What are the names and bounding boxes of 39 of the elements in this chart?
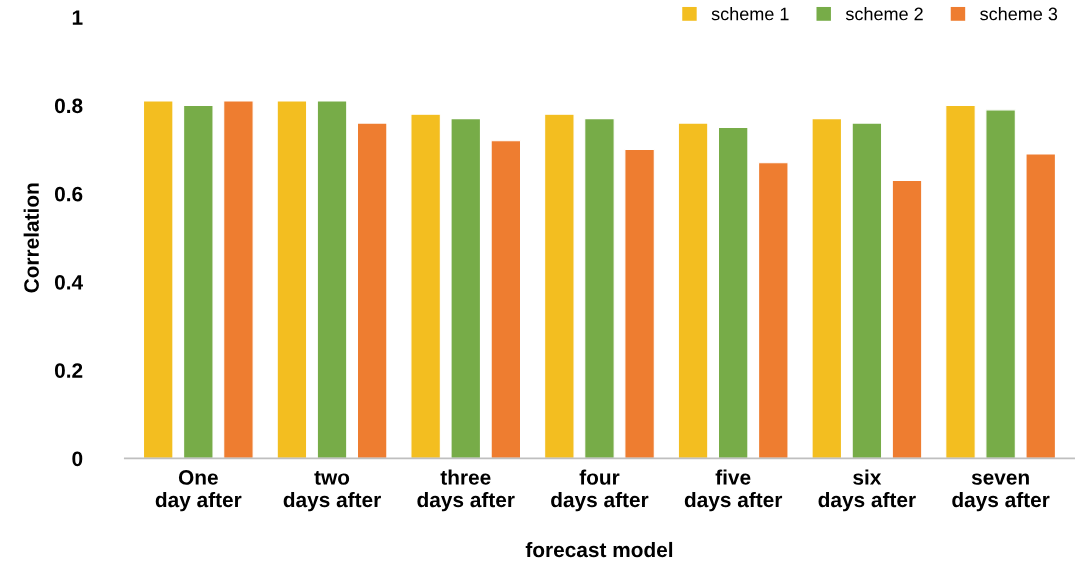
legend-label: scheme 2 [845,7,923,21]
bar [316,100,348,459]
bar [677,122,709,459]
x-tick-label: seven days after [952,473,1050,512]
bar [276,100,308,459]
bar [356,122,388,459]
bar [450,118,482,459]
x-tick-label: six days after [818,469,916,512]
y-tick-label: 0.2 [54,363,83,378]
bar [851,122,883,459]
bar [490,140,522,459]
bar [891,179,923,459]
x-tick-label: One day after [155,470,242,512]
y-tick-label: 0.4 [54,274,83,290]
legend-label: scheme 3 [980,7,1058,21]
x-tick-label: five days after [684,469,783,512]
bar [544,113,575,459]
bar [717,126,749,459]
bar [811,118,843,459]
bar [758,162,789,459]
y-tick-label: 0 [72,451,83,467]
bar [410,113,441,459]
bar [223,100,254,459]
x-axis-title: forecast model [525,541,673,558]
y-tick-label: 1 [72,10,83,25]
bar [945,104,976,459]
y-tick-label: 0.8 [54,98,83,114]
bar [1025,153,1056,459]
bar [584,118,615,459]
x-tick-label: two days after [283,471,381,512]
bar [624,148,655,459]
x-tick-label: four days after [551,469,649,512]
y-tick-label: 0.6 [54,186,83,202]
bar [142,100,174,459]
bar [985,109,1016,459]
x-tick-label: three days after [417,469,515,512]
y-axis-title: Correlation [23,183,39,293]
legend-label: scheme 1 [711,7,789,21]
bar [183,104,214,459]
